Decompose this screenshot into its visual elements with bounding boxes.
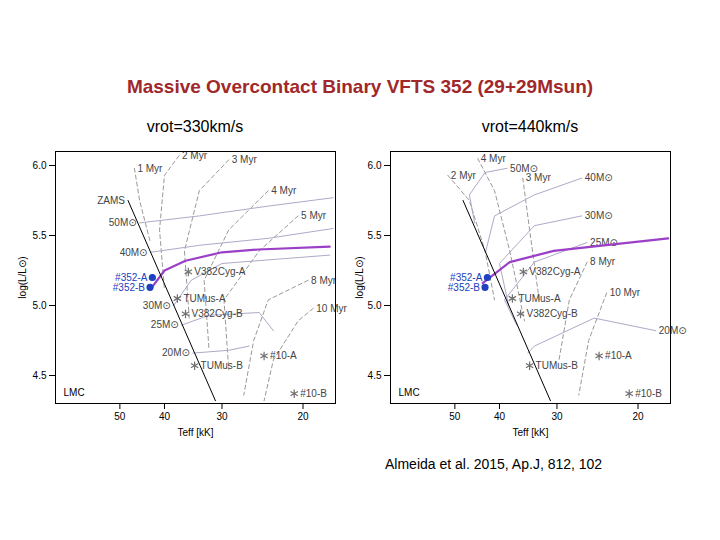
svg-text:4 Myr: 4 Myr — [271, 185, 297, 196]
svg-text:TUMus-B: TUMus-B — [201, 360, 244, 371]
svg-text:40M⊙: 40M⊙ — [585, 172, 613, 183]
svg-text:30: 30 — [216, 411, 228, 422]
svg-text:1 Myr: 1 Myr — [137, 163, 163, 174]
svg-text:TUMus-A: TUMus-A — [518, 293, 561, 304]
svg-text:8 Myr: 8 Myr — [590, 256, 616, 267]
svg-text:LMC: LMC — [64, 387, 85, 398]
svg-text:10 Myr: 10 Myr — [316, 303, 347, 314]
svg-text:#352-B: #352-B — [113, 282, 146, 293]
svg-text:40M⊙: 40M⊙ — [120, 247, 148, 258]
svg-text:6.0: 6.0 — [33, 160, 47, 171]
svg-text:TUMus-B: TUMus-B — [536, 360, 579, 371]
svg-text:8 Myr: 8 Myr — [311, 275, 337, 286]
svg-text:50M⊙: 50M⊙ — [109, 217, 137, 228]
svg-text:#10-B: #10-B — [635, 388, 662, 399]
svg-text:50: 50 — [449, 411, 461, 422]
svg-text:V382Cyg-B: V382Cyg-B — [527, 308, 578, 319]
svg-text:3 Myr: 3 Myr — [526, 172, 552, 183]
svg-text:#352-A: #352-A — [450, 271, 483, 283]
svg-text:30M⊙: 30M⊙ — [585, 210, 613, 221]
svg-text:40: 40 — [159, 411, 171, 422]
svg-text:20M⊙: 20M⊙ — [659, 325, 687, 336]
svg-text:30: 30 — [551, 411, 563, 422]
svg-text:Teff [kK]: Teff [kK] — [513, 427, 549, 438]
svg-text:5 Myr: 5 Myr — [301, 210, 327, 221]
svg-text:30M⊙: 30M⊙ — [143, 300, 171, 311]
svg-text:V382Cyg-A: V382Cyg-A — [529, 266, 580, 277]
svg-text:4 Myr: 4 Myr — [481, 153, 507, 164]
svg-text:25M⊙: 25M⊙ — [590, 236, 618, 248]
html-text:vrot=330km/s: vrot=330km/s — [146, 118, 244, 135]
svg-text:LMC: LMC — [399, 387, 420, 398]
svg-text:3 Myr: 3 Myr — [232, 154, 258, 165]
svg-text:25M⊙: 25M⊙ — [151, 319, 179, 330]
html-text:vrot=440km/s: vrot=440km/s — [481, 118, 579, 135]
html-text:Almeida et al. 2015, Ap.J, 812: Almeida et al. 2015, Ap.J, 812, 102 — [385, 456, 603, 472]
svg-text:#10-B: #10-B — [300, 388, 327, 399]
svg-text:#352-A: #352-A — [115, 271, 148, 283]
svg-text:ZAMS: ZAMS — [97, 195, 125, 206]
svg-text:20M⊙: 20M⊙ — [162, 347, 190, 358]
svg-text:40: 40 — [494, 411, 506, 422]
svg-text:#352-B: #352-B — [448, 282, 481, 293]
svg-text:50: 50 — [114, 411, 126, 422]
svg-text:Teff [kK]: Teff [kK] — [178, 427, 214, 438]
svg-text:20: 20 — [297, 411, 309, 422]
svg-text:5.0: 5.0 — [33, 300, 47, 311]
svg-text:5.5: 5.5 — [368, 230, 382, 241]
svg-text:V382Cyg-B: V382Cyg-B — [192, 308, 243, 319]
svg-text:5.5: 5.5 — [33, 230, 47, 241]
svg-text:4.5: 4.5 — [368, 370, 382, 381]
svg-text:4.5: 4.5 — [33, 370, 47, 381]
svg-text:10 Myr: 10 Myr — [610, 287, 641, 298]
svg-text:5.0: 5.0 — [368, 300, 382, 311]
svg-text:#10-A: #10-A — [270, 350, 297, 361]
svg-text:V382Cyg-A: V382Cyg-A — [194, 266, 245, 277]
svg-text:TUMus-A: TUMus-A — [183, 293, 226, 304]
svg-text:6.0: 6.0 — [368, 160, 382, 171]
svg-text:50M⊙: 50M⊙ — [510, 163, 538, 174]
svg-text:2 Myr: 2 Myr — [182, 149, 207, 161]
svg-text:log(L/L⊙): log(L/L⊙) — [17, 256, 28, 298]
svg-text:20: 20 — [632, 411, 644, 422]
svg-text:2 Myr: 2 Myr — [451, 170, 477, 181]
svg-text:log(L/L⊙): log(L/L⊙) — [354, 256, 365, 298]
html-text:Massive Overcontact Binary VFT: Massive Overcontact Binary VFTS 352 (29+… — [126, 76, 594, 97]
svg-text:#10-A: #10-A — [605, 350, 632, 361]
